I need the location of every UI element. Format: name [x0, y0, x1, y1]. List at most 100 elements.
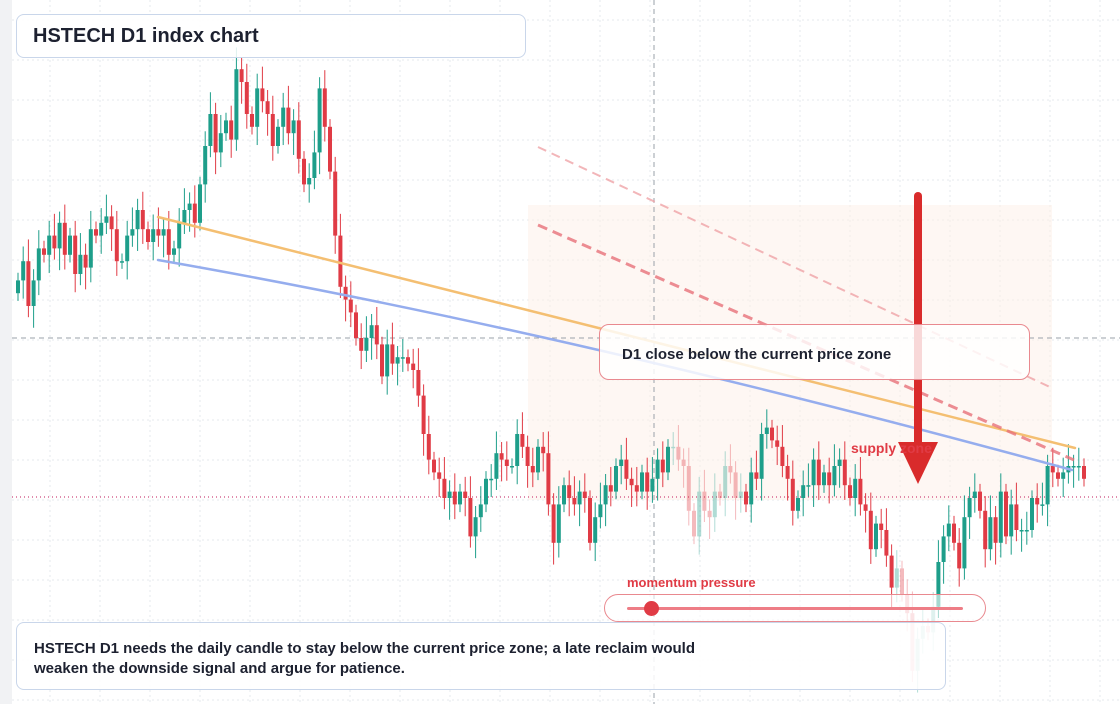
candle-body: [874, 523, 878, 550]
candle-body: [900, 568, 904, 594]
candle-body: [1076, 466, 1081, 468]
candle: [692, 503, 696, 545]
candle: [452, 473, 457, 520]
candle: [608, 466, 613, 507]
candle: [1024, 511, 1029, 545]
candle: [624, 437, 629, 490]
candle: [468, 476, 473, 548]
candle: [1035, 483, 1040, 523]
candle-body: [16, 280, 20, 294]
candle-body: [733, 472, 738, 498]
candle-body: [780, 446, 785, 466]
candle: [874, 515, 878, 557]
candle: [161, 218, 166, 258]
candle-body: [21, 261, 26, 281]
candle: [629, 467, 634, 507]
candle: [411, 348, 416, 389]
candle: [364, 316, 369, 362]
candle-body: [1082, 466, 1086, 479]
candle: [676, 425, 681, 471]
candle-body: [338, 235, 343, 287]
candle-body: [47, 235, 52, 255]
candle-body: [530, 466, 535, 473]
candle-body: [270, 114, 275, 146]
candle-body: [988, 517, 993, 550]
candle-body: [671, 446, 676, 449]
candle: [978, 483, 982, 519]
candle-body: [770, 427, 774, 441]
candle-body: [218, 133, 223, 153]
candle: [728, 444, 733, 484]
candle: [21, 246, 26, 299]
candle: [681, 448, 686, 488]
candle-body: [354, 312, 358, 338]
candle: [343, 275, 348, 322]
candle-body: [972, 491, 977, 498]
candle: [894, 550, 899, 603]
candle: [146, 221, 150, 250]
candle: [998, 473, 1003, 558]
candle: [1030, 490, 1034, 538]
candle-body: [1019, 530, 1024, 532]
candle: [801, 470, 806, 517]
candle: [634, 466, 639, 507]
candle-body: [692, 510, 696, 537]
candle-body: [130, 229, 135, 236]
candle: [447, 480, 452, 520]
candle-body: [395, 357, 400, 364]
candle: [1009, 489, 1014, 555]
candle: [1050, 447, 1055, 488]
candle-body: [244, 82, 249, 114]
candle-body: [135, 210, 140, 230]
candle-body: [146, 229, 150, 242]
candle-body: [702, 491, 707, 511]
candle-body: [582, 491, 587, 498]
candle: [400, 338, 405, 372]
candle-body: [281, 107, 286, 127]
candle: [208, 92, 213, 158]
candle-body: [213, 114, 218, 153]
candle: [759, 422, 764, 501]
momentum-knob[interactable]: [643, 601, 659, 616]
candle: [473, 506, 478, 559]
candle: [229, 105, 234, 158]
candle: [853, 464, 858, 517]
candle-body: [31, 280, 36, 306]
candle: [437, 457, 442, 498]
candle-body: [1050, 466, 1055, 473]
candle-body: [952, 523, 956, 543]
candle: [302, 151, 306, 193]
candle: [151, 214, 156, 261]
candle: [827, 457, 832, 504]
candle: [770, 419, 774, 449]
candle-body: [276, 126, 280, 146]
candle-body: [1014, 504, 1019, 530]
candle-body: [598, 504, 603, 518]
candle-body: [640, 472, 644, 492]
candle: [738, 473, 743, 513]
candle: [551, 493, 556, 565]
candle: [359, 323, 364, 370]
candle-body: [198, 184, 202, 223]
candle-body: [426, 434, 431, 460]
trendline-blue: [156, 258, 1074, 472]
candle: [213, 102, 218, 175]
candle-body: [120, 261, 124, 263]
candle: [806, 463, 811, 497]
candle-body: [177, 222, 182, 249]
candle-body: [562, 485, 566, 505]
candle: [234, 47, 239, 151]
candle: [281, 92, 286, 146]
candle-body: [499, 453, 504, 460]
candle: [811, 448, 816, 507]
candle: [432, 451, 436, 481]
candle: [946, 505, 951, 552]
candle: [879, 508, 884, 549]
candle-body: [333, 171, 338, 236]
candle-body: [239, 69, 244, 82]
candle-body: [858, 478, 863, 505]
candle-body: [265, 101, 270, 114]
candle-body: [406, 357, 410, 364]
candle: [780, 425, 785, 478]
